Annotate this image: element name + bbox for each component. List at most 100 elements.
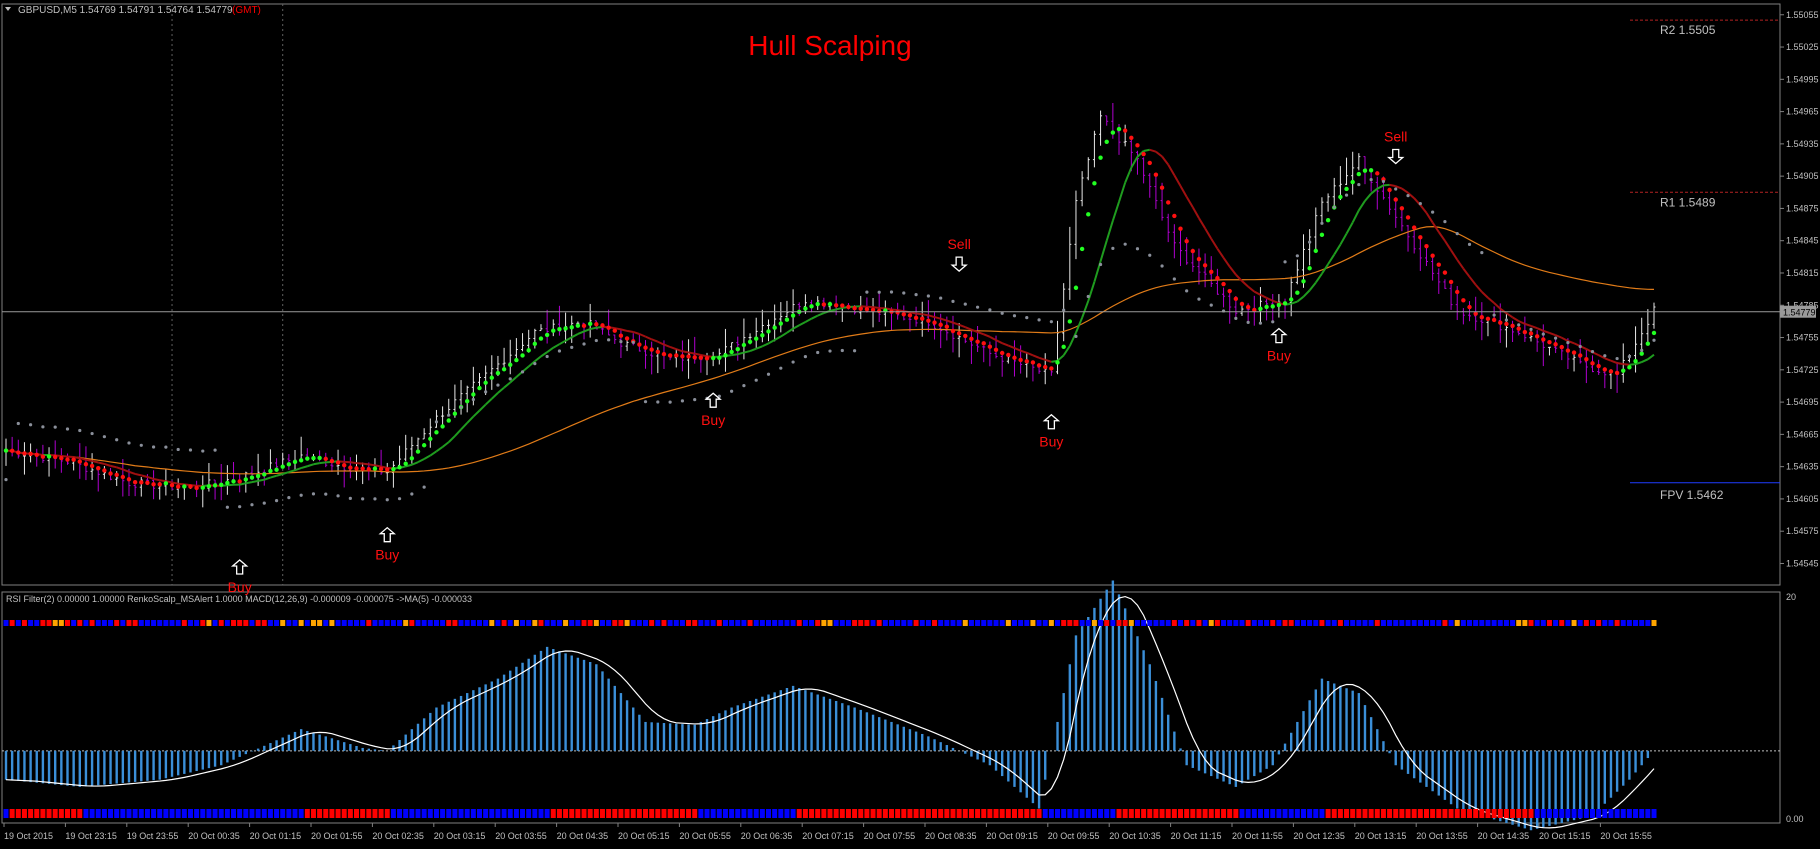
stop-dot: [1123, 242, 1127, 246]
renko-cell: [1411, 809, 1417, 818]
hull-dot: [981, 341, 986, 346]
hull-dot: [1608, 369, 1614, 374]
rsi-filter-cell: [440, 620, 446, 626]
renko-cell: [34, 809, 40, 818]
hull-trend-line: [952, 321, 960, 326]
hull-dot: [1344, 186, 1349, 192]
arrow-up-icon: [378, 526, 397, 543]
hull-dot: [421, 443, 427, 448]
rsi-filter-cell: [876, 620, 882, 626]
hull-dot: [1061, 344, 1066, 350]
arrow-up-icon: [704, 392, 722, 408]
renko-cell: [157, 809, 163, 818]
hull-dot: [1252, 307, 1257, 313]
hull-trend-line: [472, 409, 481, 418]
rsi-filter-cell: [249, 620, 255, 626]
rsi-filter-cell: [58, 620, 64, 626]
stop-dot: [1049, 320, 1053, 324]
renko-cell: [267, 809, 273, 818]
rsi-filter-cell: [1645, 620, 1651, 626]
rsi-filter-cell: [975, 620, 981, 626]
rsi-filter-cell: [790, 620, 796, 626]
hull-dot: [188, 484, 193, 489]
rsi-filter-cell: [1147, 620, 1153, 626]
hull-trend-line: [571, 333, 579, 339]
hull-dot: [335, 460, 341, 465]
hull-trend-line: [1616, 362, 1624, 366]
hull-trend-line: [1308, 281, 1317, 291]
hull-trend-line: [1351, 209, 1360, 223]
rsi-filter-cell: [1245, 620, 1251, 626]
hull-dot: [587, 321, 593, 326]
stop-dot: [78, 428, 82, 433]
hull-dot: [840, 303, 845, 308]
renko-cell: [138, 809, 144, 818]
hull-dot: [1159, 185, 1165, 190]
hull-dot: [108, 471, 113, 476]
hull-trend-line: [669, 346, 677, 351]
stop-dot: [988, 308, 992, 312]
hull-dot: [1030, 360, 1036, 365]
hull-dot: [1491, 317, 1497, 323]
hull-dot: [754, 336, 759, 341]
renko-cell: [759, 809, 765, 818]
rsi-filter-cell: [1614, 620, 1620, 626]
hull-trend-line: [1474, 284, 1483, 293]
hull-dot: [1098, 155, 1103, 160]
rsi-filter-cell: [52, 620, 58, 626]
renko-cell: [108, 809, 114, 818]
renko-cell: [796, 809, 802, 818]
rsi-filter-cell: [1165, 620, 1171, 626]
renko-cell: [1590, 809, 1596, 818]
stop-dot: [1271, 320, 1275, 324]
stop-dot: [1332, 205, 1336, 209]
renko-cell: [464, 809, 470, 818]
hull-trend-line: [1327, 253, 1336, 265]
renko-cell: [144, 809, 150, 818]
hull-dot: [1522, 329, 1528, 335]
hull-dot: [1461, 298, 1466, 303]
stop-dot: [1000, 311, 1004, 315]
rsi-filter-cell: [618, 620, 624, 626]
rsi-filter-cell: [1024, 620, 1030, 626]
renko-cell: [1337, 809, 1343, 818]
hull-trend-line: [441, 441, 450, 448]
rsi-filter-cell: [766, 620, 772, 626]
rsi-filter-cell: [624, 620, 630, 626]
time-tick-label: 20 Oct 04:35: [557, 831, 609, 841]
renko-cell: [987, 809, 993, 818]
renko-cell: [704, 809, 710, 818]
rsi-filter-cell: [1331, 620, 1337, 626]
renko-cell: [1288, 809, 1294, 818]
hull-trend-line: [1296, 295, 1305, 303]
hull-trend-line: [768, 339, 776, 345]
hull-dot: [483, 380, 488, 385]
rsi-filter-cell: [599, 620, 605, 626]
hull-trend-line: [558, 339, 567, 346]
renko-cell: [538, 809, 544, 818]
hull-trend-line: [528, 360, 536, 368]
renko-cell: [1497, 809, 1503, 818]
hull-trend-line: [620, 328, 628, 332]
rsi-filter-cell: [1061, 620, 1067, 626]
rsi-filter-cell: [1233, 620, 1239, 626]
hull-trend-line: [1493, 302, 1501, 310]
rsi-filter-cell: [274, 620, 280, 626]
time-tick-label: 20 Oct 01:55: [311, 831, 363, 841]
rsi-filter-cell: [520, 620, 526, 626]
menu-triangle-icon[interactable]: [5, 7, 11, 11]
renko-cell: [1596, 809, 1602, 818]
hull-dot: [1393, 197, 1398, 202]
rsi-filter-cell: [569, 620, 575, 626]
hull-trend-line: [1118, 182, 1127, 203]
stop-dot: [1320, 221, 1324, 225]
stop-dot: [1369, 178, 1373, 182]
renko-cell: [993, 809, 999, 818]
time-tick-label: 20 Oct 13:55: [1416, 831, 1468, 841]
rsi-filter-cell: [341, 620, 347, 626]
time-tick-label: 19 Oct 23:55: [127, 831, 179, 841]
renko-cell: [876, 809, 882, 818]
hull-trend-line: [288, 469, 296, 474]
rsi-filter-cell: [809, 620, 815, 626]
